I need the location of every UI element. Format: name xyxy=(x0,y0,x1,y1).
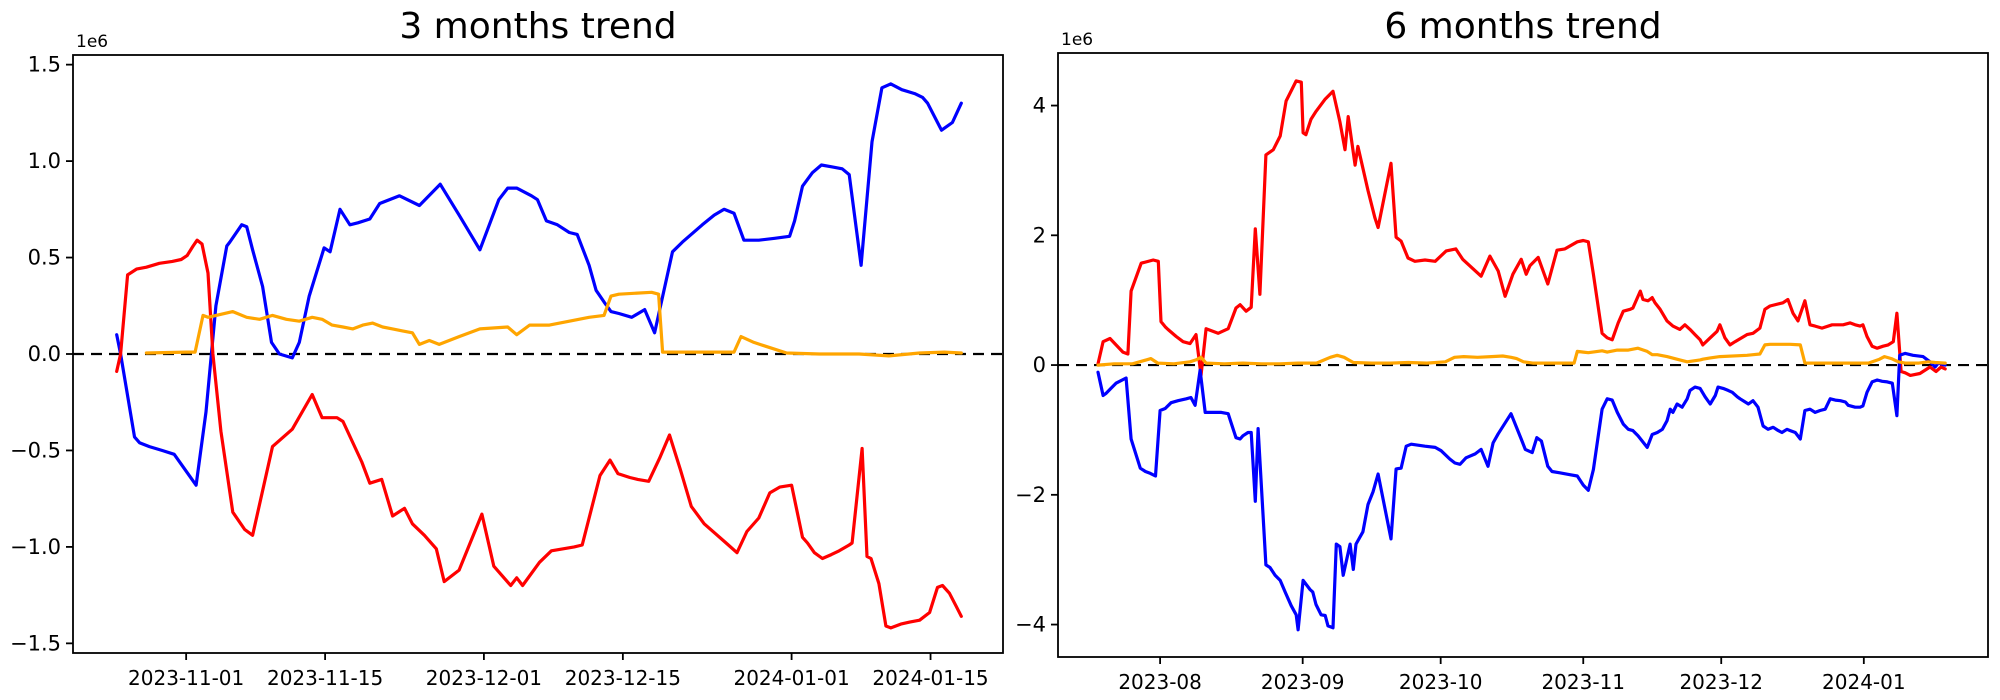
y-tick-label: 0 xyxy=(1033,353,1046,377)
series-blue-line xyxy=(1096,351,1947,632)
series-red-line xyxy=(1096,79,1947,377)
y-tick-label: 0.0 xyxy=(28,342,61,366)
x-tick-label: 2024-01-15 xyxy=(872,666,988,690)
y-tick-label: 2 xyxy=(1033,223,1046,247)
x-tick-label: 2023-10 xyxy=(1399,670,1483,694)
chart-title-3-months: 3 months trend xyxy=(399,6,677,47)
y-tick-label: −2 xyxy=(1015,483,1046,507)
y-tick-label: 1.0 xyxy=(28,149,61,173)
y-tick-label: −0.5 xyxy=(10,438,61,462)
x-tick-label: 2023-09 xyxy=(1261,670,1345,694)
y-tick-label: 0.5 xyxy=(28,246,61,270)
x-tick-label: 2023-12 xyxy=(1679,670,1763,694)
x-tick-label: 2023-11-15 xyxy=(267,666,383,690)
series-red-line xyxy=(115,238,963,630)
axes-spines xyxy=(1057,52,1989,658)
y-axis-offset-label-right: 1e6 xyxy=(1061,30,1094,50)
y-tick-label: −1.0 xyxy=(10,535,61,559)
x-tick-label: 2024-01-01 xyxy=(733,666,849,690)
y-axis-offset-label-left: 1e6 xyxy=(76,32,109,52)
series-orange-line xyxy=(1096,342,1947,367)
x-tick-label: 2023-11-01 xyxy=(128,666,244,690)
y-tick-label: 1.5 xyxy=(28,53,61,77)
y-tick-label: −4 xyxy=(1015,613,1046,637)
x-tick-label: 2024-01 xyxy=(1822,670,1906,694)
x-tick-label: 2023-12-15 xyxy=(565,666,681,690)
series-blue-line xyxy=(115,82,963,487)
chart-title-6-months: 6 months trend xyxy=(1384,6,1662,47)
x-tick-label: 2023-12-01 xyxy=(426,666,542,690)
x-tick-label: 2023-11 xyxy=(1541,670,1625,694)
series-orange-line xyxy=(144,290,963,358)
y-tick-label: −1.5 xyxy=(10,631,61,655)
x-tick-label: 2023-08 xyxy=(1118,670,1202,694)
y-tick-label: 4 xyxy=(1033,94,1046,118)
